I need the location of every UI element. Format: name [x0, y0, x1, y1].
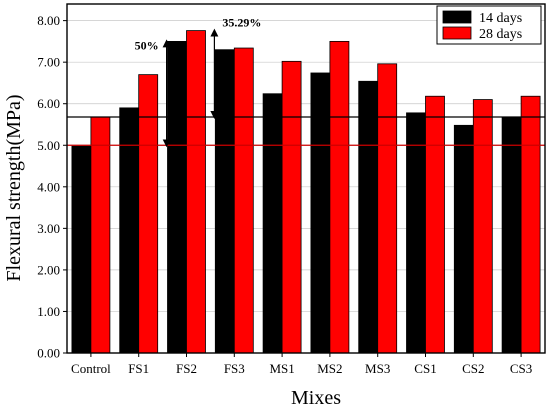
bar-28-days-cs2: [472, 99, 493, 354]
bar-14-days-ms2: [310, 72, 331, 354]
x-tick-label: MS2: [317, 361, 342, 376]
axes-layer: [66, 3, 546, 354]
ticks-layer: 0.00 1.00 2.00 3.00 4.00 5.00 6.00 7.00 8.00 Cont…: [37, 13, 532, 376]
y-tick-label: 4.00: [37, 179, 60, 194]
reference-lines-layer: [67, 116, 545, 146]
x-tick-label: FS2: [176, 361, 197, 376]
bar-28-days-control: [90, 116, 111, 354]
x-tick-label: FS1: [128, 361, 149, 376]
x-tick-label: CS1: [414, 361, 436, 376]
x-tick-label: CS2: [462, 361, 484, 376]
bar-14-days-control: [71, 145, 92, 354]
bar-14-days-cs1: [406, 112, 426, 354]
legend-swatch-28-days: [442, 26, 472, 40]
bar-28-days-ms3: [377, 63, 398, 354]
bar-28-days-fs2: [186, 30, 206, 354]
x-axis-title: Mixes: [291, 387, 341, 409]
x-tick-label: Control: [71, 361, 111, 376]
bar-28-days-fs1: [138, 74, 159, 354]
annotation-label: 35.29%: [222, 16, 261, 30]
bar-14-days-cs3: [501, 116, 522, 354]
bar-28-days-cs3: [520, 95, 541, 354]
bar-14-days-ms3: [358, 80, 379, 354]
x-tick-label: MS1: [269, 361, 294, 376]
plot-frame: [66, 3, 546, 354]
y-tick-label: 8.00: [37, 13, 60, 28]
y-tick-label: 3.00: [37, 221, 60, 236]
legend-label-14-days: 14 days: [479, 11, 522, 26]
bar-28-days-cs1: [425, 95, 445, 354]
bar-14-days-ms1: [262, 93, 283, 354]
legend-label-28-days: 28 days: [479, 27, 522, 42]
legend-swatch-14-days: [442, 10, 472, 24]
x-tick-label: CS3: [510, 361, 532, 376]
x-tick-label: MS3: [365, 361, 390, 376]
y-tick-label: 7.00: [37, 55, 60, 70]
bar-28-days-fs3: [233, 47, 254, 354]
y-tick-label: 5.00: [37, 138, 60, 153]
bar-14-days-fs3: [214, 49, 235, 354]
y-tick-label: 2.00: [37, 262, 60, 277]
x-tick-label: FS3: [224, 361, 245, 376]
annotation-label: 50%: [135, 38, 159, 52]
bars-layer: [71, 30, 541, 354]
y-axis-title: Flexural strength(MPa): [3, 94, 25, 281]
bar-28-days-ms1: [281, 60, 302, 354]
annotations-layer: 50% 35.29%: [135, 16, 261, 148]
y-tick-label: 1.00: [37, 304, 60, 319]
bar-14-days-fs2: [167, 40, 187, 354]
bar-14-days-cs2: [453, 124, 474, 354]
y-tick-label: 0.00: [37, 346, 60, 361]
bar-14-days-fs1: [119, 107, 140, 354]
y-tick-label: 6.00: [37, 96, 60, 111]
bar-28-days-ms2: [329, 40, 350, 354]
